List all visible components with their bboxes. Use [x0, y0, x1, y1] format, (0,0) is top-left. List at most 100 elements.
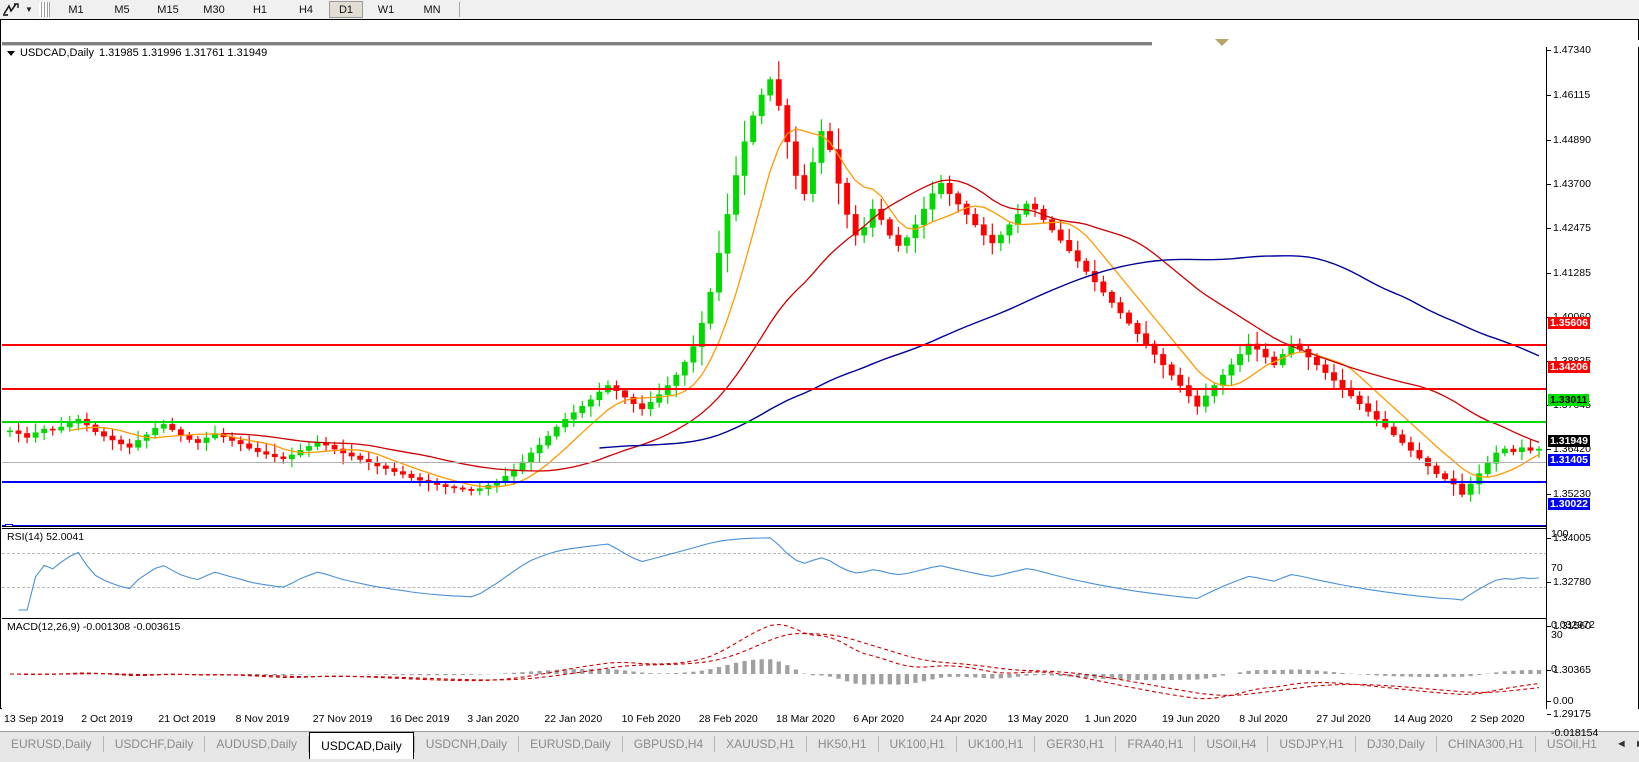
timeframe-m30[interactable]: M30 — [203, 3, 225, 16]
rsi-tick-label: 30 — [1551, 629, 1563, 641]
rsi-pane[interactable]: RSI(14) 52.0041 — [2, 528, 1547, 617]
chart-tab-uk100-h1[interactable]: UK100,H1 — [878, 732, 956, 756]
chart-tab-usdcad-daily[interactable]: USDCAD,Daily — [309, 732, 414, 759]
tab-divider — [1435, 736, 1437, 752]
chart-tab-usdjpy-h1[interactable]: USDJPY,H1 — [1268, 732, 1355, 756]
chart-tab-bar[interactable]: EURUSD,Daily USDCHF,Daily AUDUSD,Daily USDC… — [0, 731, 1639, 762]
time-axis[interactable]: 13 Sep 2019 2 Oct 2019 21 Oct 2019 8 Nov 20… — [0, 709, 1639, 731]
resistance-line-2[interactable] — [2, 388, 1547, 390]
price-level-label[interactable]: 1.30022 — [1548, 498, 1590, 510]
tab-divider — [1267, 736, 1269, 752]
rsi-level-70 — [2, 553, 1547, 554]
tab-prev-arrow-icon[interactable]: ◄ — [1615, 738, 1627, 750]
price-tick-label: 1.41285 — [1553, 267, 1591, 279]
time-axis-label: 13 Sep 2019 — [4, 713, 64, 725]
chart-tab-xauusd-h1[interactable]: XAUUSD,H1 — [715, 732, 806, 756]
chart-tab-fra40-h1[interactable]: FRA40,H1 — [1116, 732, 1195, 756]
chart-tab-usdcnh-daily[interactable]: USDCNH,Daily — [414, 732, 519, 756]
macd-tick-value: -0.018154 — [1551, 727, 1599, 739]
tab-divider — [714, 736, 716, 752]
macd-pane[interactable]: MACD(12,26,9) -0.001308 -0.003615 — [2, 618, 1547, 710]
macd-label: MACD(12,26,9) -0.001308 -0.003615 — [7, 621, 181, 633]
rsi-tick-label: 0 — [1551, 663, 1557, 675]
timeframe-m5[interactable]: M5 — [114, 3, 130, 16]
price-tick: 1.42475 — [1547, 222, 1591, 234]
chart-tab-usoil-h4[interactable]: USOil,H4 — [1195, 732, 1268, 756]
chart-canvas[interactable]: USDCAD,Daily 1.31985 1.31996 1.31761 1.3… — [0, 19, 1639, 739]
chart-tab-eurusd-daily[interactable]: EURUSD,Daily — [0, 732, 103, 756]
price-tick-label: 1.42475 — [1553, 222, 1591, 234]
price-tick-label: 1.34005 — [1553, 532, 1591, 544]
time-axis-label: 27 Nov 2019 — [312, 713, 373, 725]
price-tick-label: 1.35230 — [1553, 488, 1591, 500]
time-axis-label: 16 Dec 2019 — [390, 713, 450, 725]
price-level-label[interactable]: 1.34206 — [1548, 361, 1590, 373]
rsi-label: RSI(14) 52.0041 — [7, 531, 85, 543]
time-axis-label: 22 Jan 2020 — [544, 713, 603, 725]
timeframe-mn[interactable]: MN — [423, 3, 441, 16]
price-level-label[interactable]: 1.31949 — [1548, 435, 1590, 447]
price-level-label[interactable]: 1.33011 — [1548, 394, 1590, 406]
toolbar-grip[interactable] — [39, 2, 50, 17]
tab-divider — [1354, 736, 1356, 752]
chart-tab-dj30-daily[interactable]: DJ30,Daily — [1355, 732, 1436, 756]
chart-symbol-label: USDCAD,Daily — [20, 47, 94, 59]
timeframe-w1[interactable]: W1 — [377, 3, 395, 16]
support-line-green[interactable] — [2, 421, 1547, 423]
time-axis-label: 2 Oct 2019 — [81, 713, 133, 725]
tab-divider — [955, 736, 957, 752]
toolbar-divider — [459, 2, 460, 17]
timeframe-group: M1 M5 M15 M30 H1 H4 D1 W1 MN — [53, 1, 455, 18]
chart-tab-gbpusd-h4[interactable]: GBPUSD,H4 — [622, 732, 715, 756]
price-tick: 1.31560 — [1547, 620, 1591, 632]
timeframe-d1[interactable]: D1 — [329, 1, 363, 18]
price-tick: 1.43700 — [1547, 178, 1591, 190]
chart-tab-ger30-h1[interactable]: GER30,H1 — [1035, 732, 1116, 756]
timeframe-m15[interactable]: M15 — [157, 3, 179, 16]
chart-info-header: USDCAD,Daily 1.31985 1.31996 1.31761 1.3… — [7, 47, 267, 59]
chart-horizontal-scrollbar[interactable] — [2, 40, 1639, 47]
time-axis-label: 21 Oct 2019 — [158, 713, 216, 725]
price-pane[interactable] — [2, 47, 1547, 526]
chart-tab-eurusd-daily[interactable]: EURUSD,Daily — [519, 732, 622, 756]
chart-menu-caret-icon[interactable] — [7, 50, 15, 56]
blue-level-line-1[interactable] — [2, 481, 1547, 483]
chart-tab-usdchf-daily[interactable]: USDCHF,Daily — [103, 732, 205, 756]
current-price-line — [2, 462, 1547, 463]
resistance-line-1[interactable] — [2, 344, 1547, 346]
time-axis-label: 27 Jul 2020 — [1316, 713, 1371, 725]
line-anchor-handle[interactable] — [5, 524, 13, 526]
price-level-label[interactable]: 1.35606 — [1548, 317, 1590, 329]
chart-tab-uk100-h1[interactable]: UK100,H1 — [956, 732, 1035, 756]
chart-tab-hk50-h1[interactable]: HK50,H1 — [806, 732, 878, 756]
tab-scroll-controls[interactable]: ◄ ► — [1608, 732, 1639, 756]
macd-tick-label: -0.018154 — [1551, 727, 1598, 739]
rsi-plot — [18, 537, 1540, 611]
tab-divider — [1194, 736, 1196, 752]
blue-level-line-2[interactable] — [2, 524, 1547, 526]
price-tick: 1.30365 — [1547, 664, 1591, 676]
chart-tools-icon[interactable] — [0, 1, 22, 18]
tab-divider — [518, 736, 520, 752]
price-axis[interactable]: 1.47340 1.46115 1.44890 1.43700 1.42475 1.412… — [1546, 44, 1638, 739]
timeframe-h1[interactable]: H1 — [252, 3, 268, 16]
timeframe-m1[interactable]: M1 — [68, 3, 84, 16]
tab-next-arrow-icon[interactable]: ► — [1635, 738, 1639, 750]
timeframe-h4[interactable]: H4 — [298, 3, 314, 16]
scroll-marker-icon — [1215, 39, 1229, 46]
price-tick-label: 1.31560 — [1553, 620, 1591, 632]
rsi-tick-label: 70 — [1551, 562, 1563, 574]
price-tick: 1.46115 — [1547, 89, 1590, 101]
price-level-label[interactable]: 1.31405 — [1548, 454, 1590, 466]
time-axis-label: 6 Apr 2020 — [853, 713, 904, 725]
chart-tab-audusd-daily[interactable]: AUDUSD,Daily — [205, 732, 309, 756]
rsi-level-30 — [2, 587, 1547, 588]
tab-divider — [1534, 736, 1536, 752]
tab-divider — [1115, 736, 1117, 752]
chart-tab-usoil-h1[interactable]: USOil,H1 — [1535, 732, 1608, 756]
time-axis-label: 2 Sep 2020 — [1470, 713, 1525, 725]
chevron-down-icon[interactable]: ▼ — [25, 5, 33, 14]
price-tick-label: 1.46115 — [1553, 89, 1591, 101]
chart-tab-china300-h1[interactable]: CHINA300,H1 — [1436, 732, 1535, 756]
